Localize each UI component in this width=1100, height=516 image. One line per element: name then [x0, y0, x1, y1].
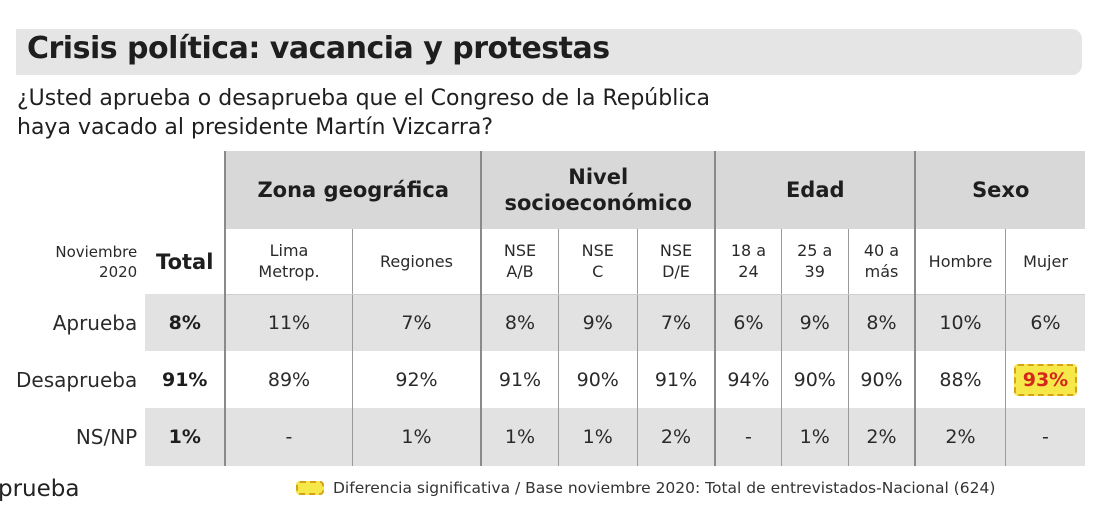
value-cell: 88% [914, 351, 1006, 408]
col-mujer-line-1: Mujer [1023, 251, 1068, 271]
col-lima-line-2: Metrop. [258, 262, 320, 282]
col-edad-25-39-line-1: 25 a [797, 241, 833, 261]
table-row: Desaprueba 91% 89% 92% 91% 90% 91% 94% 90% 90% 88%… [16, 351, 1086, 408]
value-cell: - [1004, 408, 1086, 466]
value-cell: 2% [636, 408, 716, 466]
col-edad-40-mas-line-1: 40 a [863, 241, 900, 261]
table-body: Aprueba 8% 11% 7% 8% 9% 7% 6% 9% 8% 10% 6% Desaprueb… [16, 294, 1086, 466]
col-edad-40-mas: 40 a más [847, 229, 916, 295]
group-edad: Edad [714, 151, 916, 229]
value-cell: - [714, 408, 782, 466]
value-cell: 93% [1004, 351, 1086, 408]
group-zona: Zona geográfica [224, 151, 482, 229]
footnote-text: Diferencia significativa / Base noviembr… [333, 479, 996, 497]
value-cell: 2% [847, 408, 916, 466]
col-edad-18-24: 18 a 24 [714, 229, 782, 295]
col-nse-de-line-2: D/E [662, 262, 690, 282]
value-cell: 89% [224, 351, 353, 408]
page-title: Crisis política: vacancia y protestas [27, 31, 610, 66]
col-lima: Lima Metrop. [224, 229, 353, 295]
value-cell: 91% [480, 351, 559, 408]
col-regiones-line-1: Regiones [380, 251, 453, 271]
col-edad-25-39: 25 a 39 [780, 229, 849, 295]
col-hombre: Hombre [914, 229, 1006, 295]
footnote: Diferencia significativa / Base noviembr… [296, 479, 995, 497]
question-line-2: haya vacado al presidente Martín Vizcarr… [17, 115, 494, 140]
significant-difference-highlight: 93% [1013, 363, 1078, 396]
value-cell: 9% [780, 294, 849, 351]
total-header: Total [156, 249, 214, 274]
date-label: Noviembre 2020 [16, 229, 145, 294]
survey-question: ¿Usted aprueba o desaprueba que el Congr… [17, 84, 710, 142]
value-cell: 9% [557, 294, 638, 351]
col-nse-c-line-1: NSE [581, 241, 614, 261]
group-nse: Nivel socioeconómico [480, 151, 716, 229]
group-nse-line-1: Nivel [568, 165, 629, 189]
col-nse-de: NSE D/E [636, 229, 716, 295]
group-sexo: Sexo [914, 151, 1086, 229]
column-header-row: Noviembre 2020 Total Lima Metrop. Region… [16, 229, 1086, 295]
header-spacer [145, 151, 225, 229]
col-lima-line-1: Lima [269, 241, 309, 261]
col-hombre-line-1: Hombre [928, 251, 993, 271]
value-cell: 90% [780, 351, 849, 408]
value-cell: 8% [480, 294, 559, 351]
row-label: NS/NP [16, 408, 146, 466]
value-cell: 92% [351, 351, 482, 408]
value-cell: 94% [714, 351, 782, 408]
value-cell: 1% [351, 408, 482, 466]
value-cell: 7% [351, 294, 482, 351]
value-cell: 7% [636, 294, 716, 351]
col-nse-de-line-1: NSE [659, 241, 693, 261]
value-cell: - [224, 408, 353, 466]
table-row: NS/NP 1% -1% 1% 1% 2% -1% 2% 2% - [16, 408, 1086, 466]
col-nse-ab: NSE A/B [480, 229, 559, 295]
col-edad-40-mas-line-2: más [864, 262, 899, 282]
value-cell: 6% [714, 294, 782, 351]
table-row: Aprueba 8% 11% 7% 8% 9% 7% 6% 9% 8% 10% 6% [16, 294, 1086, 351]
group-header-row: Zona geográfica Nivel socioeconómico Eda… [16, 151, 1086, 229]
col-nse-c: NSE C [557, 229, 638, 295]
value-cell: 2% [914, 408, 1006, 466]
value-cell: 8% [847, 294, 916, 351]
value-cell: 11% [224, 294, 353, 351]
value-cell: 1% [780, 408, 849, 466]
row-label: Desaprueba [16, 367, 138, 392]
row-label: Aprueba [16, 294, 146, 351]
col-edad-25-39-line-2: 39 [804, 262, 825, 282]
title-bar [16, 29, 1082, 75]
results-table: Zona geográfica Nivel socioeconómico Eda… [16, 151, 1086, 466]
value-cell: 1% [480, 408, 559, 466]
question-line-1: ¿Usted aprueba o desaprueba que el Congr… [17, 86, 710, 111]
col-mujer: Mujer [1004, 229, 1086, 295]
date-label-line-1: Noviembre [55, 242, 138, 261]
cropped-text-fragment: prueba [0, 476, 80, 502]
col-edad-18-24-line-1: 18 a [730, 241, 767, 261]
value-cell: 91% [636, 351, 716, 408]
total-cell: 1% [145, 408, 226, 466]
value-cell: 1% [557, 408, 638, 466]
col-nse-c-line-2: C [592, 262, 604, 282]
significance-legend-swatch [296, 481, 324, 495]
value-cell: 10% [914, 294, 1006, 351]
col-nse-ab-line-2: A/B [506, 262, 534, 282]
total-cell: 91% [145, 351, 226, 408]
value-cell: 6% [1004, 294, 1086, 351]
col-edad-18-24-line-2: 24 [738, 262, 759, 282]
header-spacer [16, 151, 145, 229]
col-regiones: Regiones [351, 229, 482, 295]
value-cell: 90% [557, 351, 638, 408]
date-label-line-2: 2020 [99, 262, 138, 281]
value-cell: 90% [847, 351, 916, 408]
group-nse-line-2: socioeconómico [504, 191, 692, 215]
total-cell: 8% [145, 294, 226, 351]
col-nse-ab-line-1: NSE [503, 241, 537, 261]
